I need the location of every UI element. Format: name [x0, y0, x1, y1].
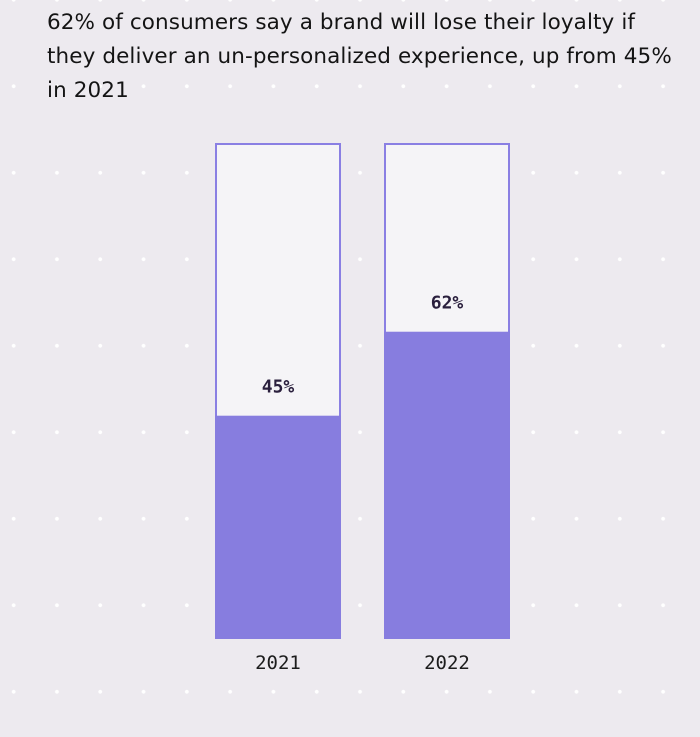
bar-group-2021: 45% 2021: [215, 143, 341, 674]
x-tick-label-2021: 2021: [255, 652, 301, 674]
chart-title: 62% of consumers say a brand will lose t…: [47, 10, 672, 103]
bar-group-2022: 62% 2022: [384, 143, 510, 674]
bar-2021: [215, 415, 341, 639]
x-tick-label-2022: 2022: [424, 652, 470, 674]
data-label-2021: 45%: [262, 377, 295, 398]
bar-2022: [384, 331, 510, 639]
data-label-2022: 62%: [431, 293, 464, 314]
